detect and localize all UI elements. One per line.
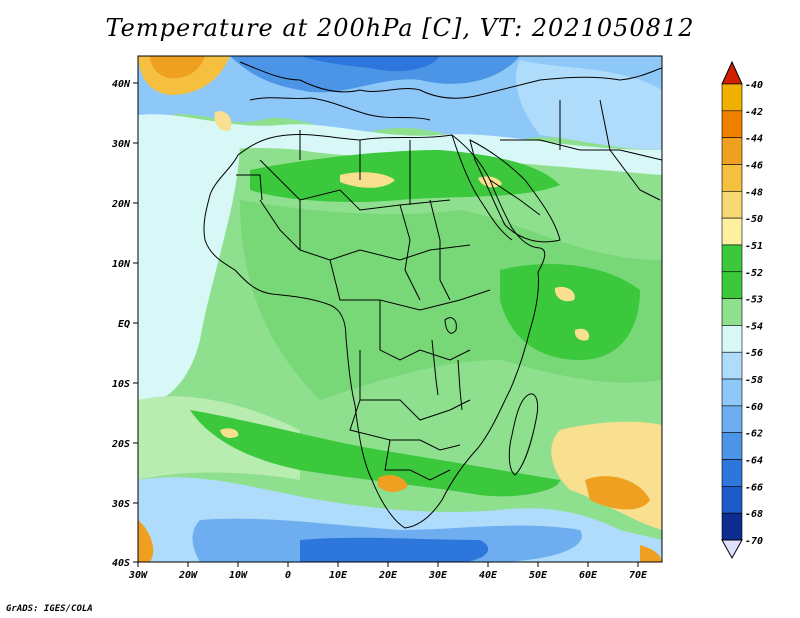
y-tick-label: 30N bbox=[111, 139, 131, 150]
x-tick-label: 10W bbox=[229, 570, 248, 581]
africa-coastline bbox=[203, 134, 546, 529]
colorbar-label: -50 bbox=[745, 214, 763, 225]
coastlines bbox=[203, 61, 662, 529]
colorbar-label: -60 bbox=[745, 402, 763, 413]
colorbar-box bbox=[721, 432, 743, 460]
temperature-field bbox=[138, 56, 662, 562]
colorbar-label: -40 bbox=[745, 80, 763, 91]
x-tick-label: 10E bbox=[329, 570, 348, 581]
colorbar-box bbox=[721, 217, 743, 246]
colorbar-box bbox=[721, 190, 743, 219]
x-tick-label: 60E bbox=[579, 570, 598, 581]
colorbar-box bbox=[721, 298, 743, 326]
x-tick-label: 50E bbox=[529, 570, 548, 581]
colorbar-box bbox=[721, 325, 743, 353]
y-tick-label: 40N bbox=[112, 79, 131, 90]
europe-coastline bbox=[239, 61, 662, 99]
plot-frame bbox=[137, 55, 663, 563]
y-axis-labels: 40N 30N 20N 10N EQ 10S 20S 30S 40S bbox=[111, 79, 131, 569]
arabia-coastline bbox=[469, 139, 561, 243]
colorbar-labels: -40 -42 -44 -46 -48 -50 -51 -52 -53 -54 -56 -58 -60 -… bbox=[745, 80, 763, 547]
colorbar-label: -68 bbox=[745, 509, 763, 520]
colorbar-label: -70 bbox=[745, 536, 763, 547]
y-tick-label: 40S bbox=[112, 558, 130, 569]
axis-ticks bbox=[133, 82, 639, 567]
colorbar-label: -58 bbox=[745, 375, 763, 386]
colorbar-label: -48 bbox=[745, 187, 763, 198]
x-tick-label: 20W bbox=[178, 570, 198, 581]
colorbar-box bbox=[721, 351, 743, 380]
colorbar-top-arrow bbox=[721, 60, 743, 85]
colorbar-box bbox=[721, 459, 743, 487]
x-tick-label: 0 bbox=[285, 570, 291, 581]
colorbar-box bbox=[721, 244, 743, 273]
y-tick-label: 30S bbox=[111, 499, 130, 510]
colorbar-box bbox=[721, 405, 743, 434]
colorbar-label: -53 bbox=[745, 295, 763, 306]
colorbar-bottom-arrow bbox=[721, 539, 743, 560]
y-tick-label: EQ bbox=[118, 319, 130, 330]
y-tick-label: 20S bbox=[111, 439, 130, 450]
colorbar-label: -54 bbox=[745, 321, 763, 332]
colorbar-label: -44 bbox=[745, 134, 763, 145]
colorbar-label: -66 bbox=[745, 482, 763, 493]
x-tick-label: 20E bbox=[378, 570, 398, 581]
colorbar-label: -64 bbox=[745, 456, 763, 467]
madagascar-coastline bbox=[508, 393, 539, 476]
colorbar-boxes bbox=[721, 83, 743, 541]
map-title: Temperature at 200hPa [C], VT: 202105081… bbox=[105, 14, 695, 42]
colorbar-box bbox=[721, 486, 743, 514]
colorbar-box bbox=[721, 137, 743, 165]
x-tick-label: 30E bbox=[428, 570, 448, 581]
colorbar-box bbox=[721, 164, 743, 192]
y-tick-label: 10S bbox=[112, 379, 130, 390]
colorbar-label: -56 bbox=[745, 348, 763, 359]
colorbar-box bbox=[721, 83, 743, 112]
x-tick-label: 30W bbox=[128, 570, 148, 581]
colorbar-label: -51 bbox=[745, 241, 763, 252]
x-axis-labels: 30W 20W 10W 0 10E 20E 30E 40E 50E 60E 70… bbox=[128, 570, 648, 581]
x-tick-label: 40E bbox=[479, 570, 498, 581]
y-tick-label: 20N bbox=[111, 199, 131, 210]
colorbar-label: -46 bbox=[745, 160, 763, 171]
x-tick-label: 70E bbox=[629, 570, 648, 581]
colorbar-label: -42 bbox=[745, 107, 763, 118]
colorbar-label: -62 bbox=[745, 429, 763, 440]
colorbar-box bbox=[721, 271, 743, 299]
colorbar-box bbox=[721, 512, 743, 541]
y-tick-label: 10N bbox=[112, 259, 131, 270]
colorbar-label: -52 bbox=[745, 268, 763, 279]
colorbar-box bbox=[721, 378, 743, 407]
colorbar-box bbox=[721, 110, 743, 138]
credit-text: GrADS: IGES/COLA bbox=[6, 604, 93, 614]
colorbar: -40 -42 -44 -46 -48 -50 -51 -52 -53 -54 -56 -58 -60 -… bbox=[721, 60, 763, 560]
